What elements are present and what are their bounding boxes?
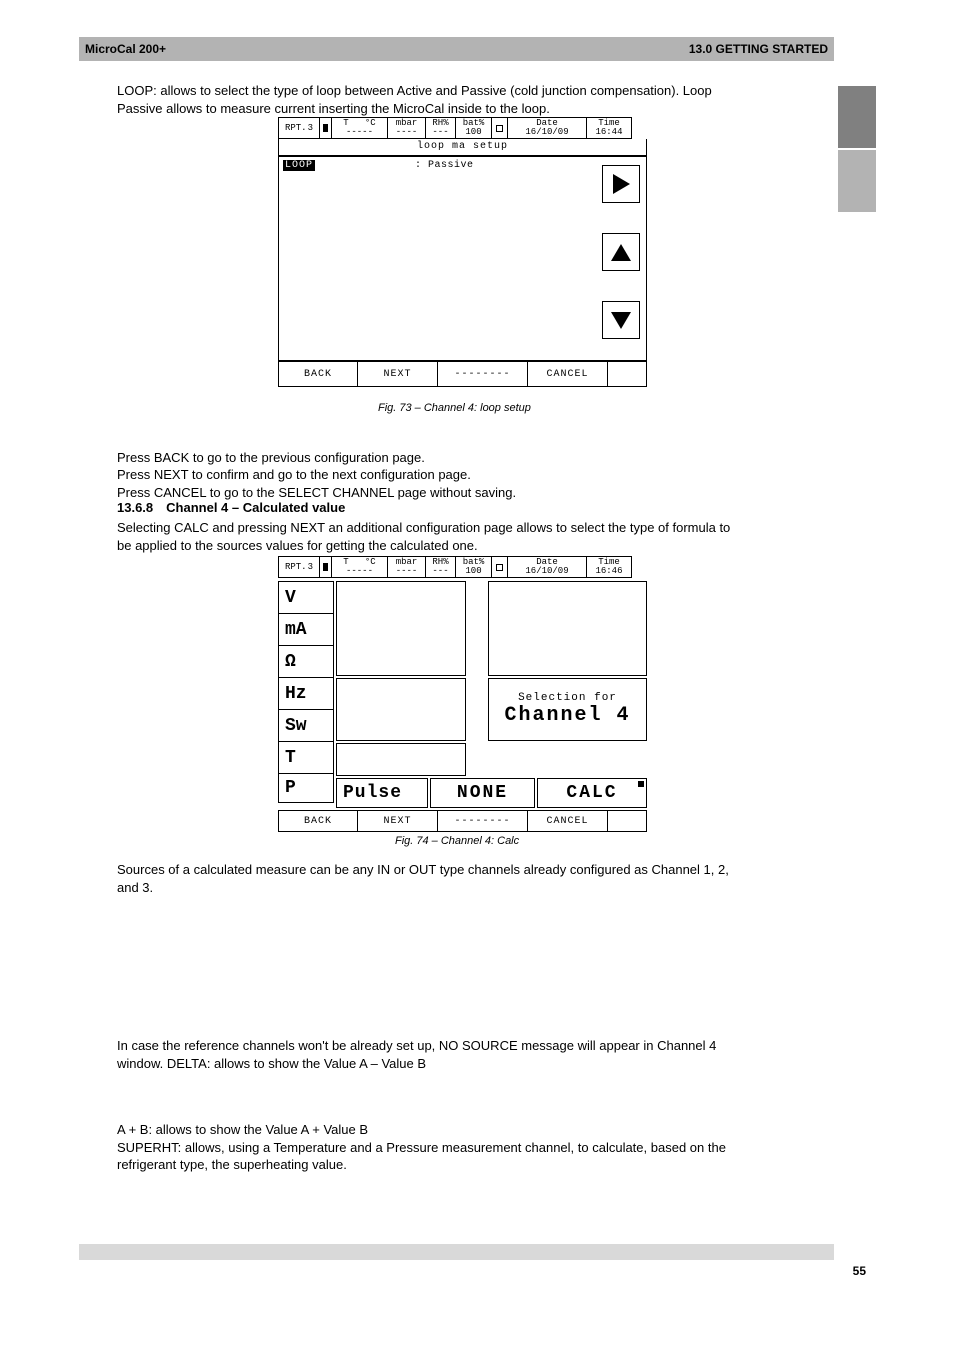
- side-tab-light: 13: [838, 150, 876, 212]
- card-icon: [496, 125, 503, 132]
- header-left: MicroCal 200+: [85, 42, 166, 56]
- calc-button[interactable]: CALC: [537, 778, 647, 808]
- fig74-mid-mid[interactable]: [336, 678, 466, 741]
- battery-icon: [323, 563, 328, 571]
- fig74-right-top[interactable]: [488, 581, 647, 676]
- side-tab-dark: [838, 86, 876, 148]
- fig73-loop-line: LOOP : Passive: [279, 157, 646, 171]
- footer-bar: [79, 1244, 834, 1260]
- fig74-tc-bot: -----: [346, 567, 373, 576]
- fig74-left-ω[interactable]: Ω: [278, 645, 334, 678]
- page-number: 55: [853, 1264, 866, 1278]
- fig74-time-bot: 16:46: [595, 567, 622, 576]
- calc-label: CALC: [566, 783, 617, 803]
- none-button[interactable]: NONE: [430, 778, 535, 808]
- paragraph-p5: In case the reference channels won't be …: [117, 1037, 737, 1072]
- text-p1: LOOP: allows to select the type of loop …: [117, 83, 712, 116]
- fig74-caption: Fig. 74 – Channel 4: Calc: [395, 835, 519, 847]
- fig74-rpt-num: 3: [308, 563, 313, 572]
- fig73-mbar-bot: ----: [396, 128, 418, 137]
- loop-label: LOOP: [283, 160, 315, 171]
- card-icon: [496, 564, 503, 571]
- fig74-mid-empty[interactable]: [336, 743, 466, 776]
- fig73-time-bot: 16:44: [595, 128, 622, 137]
- fig74-button-row: BACK NEXT -------- CANCEL: [278, 810, 647, 832]
- paragraph-p6: A + B: allows to show the Value A + Valu…: [117, 1121, 737, 1174]
- fig74-rh-bot: ---: [432, 567, 448, 576]
- cancel-button[interactable]: CANCEL: [528, 810, 608, 832]
- fig74-left-v[interactable]: V: [278, 581, 334, 614]
- cancel-button[interactable]: CANCEL: [528, 361, 608, 387]
- channel-4-label: Channel 4: [504, 704, 630, 727]
- fig74-left-p[interactable]: P: [278, 773, 334, 803]
- page-header: MicroCal 200+ 13.0 GETTING STARTED: [79, 37, 834, 61]
- section-heading: 13.6.8 Channel 4 – Calculated value: [117, 499, 345, 517]
- header-right: 13.0 GETTING STARTED: [689, 42, 828, 56]
- fig73-tc-bot: -----: [346, 128, 373, 137]
- dashes-label: --------: [438, 810, 528, 832]
- up-icon: [611, 244, 631, 261]
- fig73-date-bot: 16/10/09: [525, 128, 568, 137]
- up-button[interactable]: [602, 233, 640, 271]
- paragraph-instructions: Press BACK to go to the previous configu…: [117, 431, 737, 501]
- fig74-lcd: RPT. 3 T °C ----- mbar ---- RH% --- bat%…: [278, 556, 647, 832]
- fig73-lcd: RPT. 3 T °C ----- mbar ---- RH% --- bat%…: [278, 117, 647, 387]
- play-button[interactable]: [602, 165, 640, 203]
- fig74-mid-top[interactable]: [336, 581, 466, 676]
- fig74-left-hz[interactable]: Hz: [278, 677, 334, 710]
- battery-icon: [323, 124, 328, 132]
- fig73-title: loop ma setup: [279, 139, 646, 156]
- empty-button: [608, 361, 647, 387]
- next-button[interactable]: NEXT: [358, 361, 438, 387]
- paragraph-loop-description: LOOP: allows to select the type of loop …: [117, 82, 737, 117]
- fig73-rpt-num: 3: [308, 124, 313, 133]
- fig74-left-t[interactable]: T: [278, 741, 334, 774]
- pulse-button[interactable]: Pulse: [336, 778, 428, 808]
- next-button[interactable]: NEXT: [358, 810, 438, 832]
- empty-button: [608, 810, 647, 832]
- loop-value: : Passive: [415, 160, 474, 171]
- fig73-rpt-label: RPT.: [285, 124, 307, 133]
- text-p2: Press BACK to go to the previous configu…: [117, 450, 516, 500]
- back-button[interactable]: BACK: [278, 810, 358, 832]
- paragraph-p4: Sources of a calculated measure can be a…: [117, 861, 737, 896]
- fig74-selection-box: Selection for Channel 4: [488, 678, 647, 741]
- fig73-bat-bot: 100: [465, 128, 481, 137]
- fig74-rpt-label: RPT.: [285, 563, 307, 572]
- fig74-status-row: RPT. 3 T °C ----- mbar ---- RH% --- bat%…: [278, 556, 647, 578]
- dashes-label: --------: [438, 361, 528, 387]
- down-button[interactable]: [602, 301, 640, 339]
- back-button[interactable]: BACK: [278, 361, 358, 387]
- fig73-status-row: RPT. 3 T °C ----- mbar ---- RH% --- bat%…: [278, 117, 647, 139]
- play-icon: [613, 174, 630, 194]
- calc-selected-icon: [638, 781, 644, 787]
- fig74-left-sw[interactable]: Sw: [278, 709, 334, 742]
- fig74-left-ma[interactable]: mA: [278, 613, 334, 646]
- fig74-bat-bot: 100: [465, 567, 481, 576]
- fig74-date-bot: 16/10/09: [525, 567, 568, 576]
- selection-for-label: Selection for: [518, 692, 617, 704]
- down-icon: [611, 312, 631, 329]
- fig73-caption: Fig. 73 – Channel 4: loop setup: [378, 402, 531, 414]
- fig73-rh-bot: ---: [432, 128, 448, 137]
- fig73-button-row: BACK NEXT -------- CANCEL: [278, 361, 647, 387]
- fig74-mbar-bot: ----: [396, 567, 418, 576]
- paragraph-p3: Selecting CALC and pressing NEXT an addi…: [117, 519, 737, 554]
